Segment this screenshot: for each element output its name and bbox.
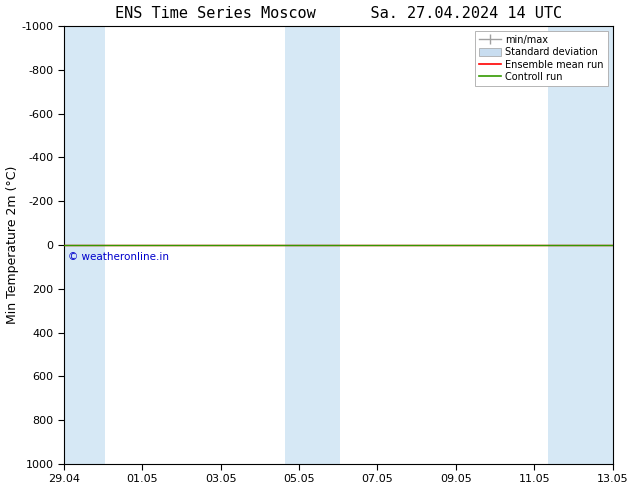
- Y-axis label: Min Temperature 2m (°C): Min Temperature 2m (°C): [6, 166, 18, 324]
- Legend: min/max, Standard deviation, Ensemble mean run, Controll run: min/max, Standard deviation, Ensemble me…: [476, 31, 608, 86]
- Title: ENS Time Series Moscow      Sa. 27.04.2024 14 UTC: ENS Time Series Moscow Sa. 27.04.2024 14…: [115, 5, 562, 21]
- Bar: [77, 26, 105, 464]
- Bar: [285, 26, 313, 464]
- Bar: [64, 26, 77, 464]
- Bar: [548, 26, 576, 464]
- Bar: [576, 26, 612, 464]
- Bar: [313, 26, 340, 464]
- Text: © weatheronline.in: © weatheronline.in: [68, 251, 169, 262]
